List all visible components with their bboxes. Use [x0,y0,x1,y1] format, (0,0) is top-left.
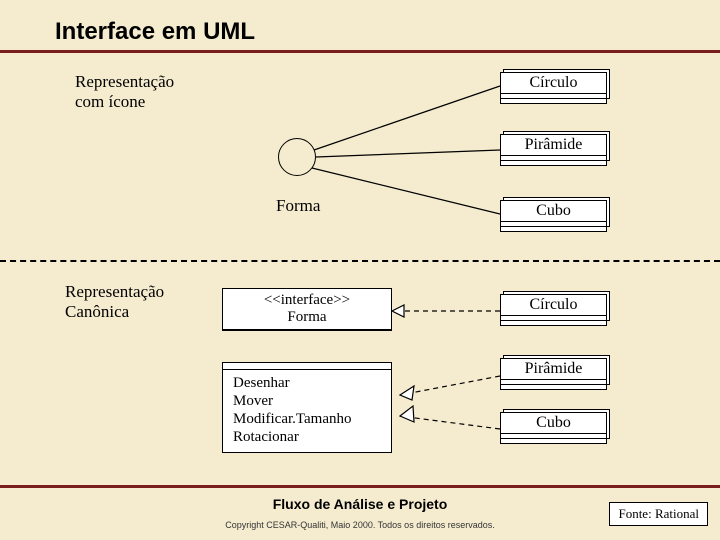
op-3: Rotacionar [233,428,381,446]
class-pyramid-top: Pirâmide [500,134,607,166]
page-title: Interface em UML [55,18,255,46]
op-1: Mover [233,392,381,410]
class-cube-bottom-label: Cubo [501,413,606,433]
rep-icon-l2: com ícone [75,92,145,111]
rep-canonical-label: Representação Canônica [65,282,164,322]
rep-icon-label: Representação com ícone [75,72,174,112]
class-circle-top-label: Círculo [501,73,606,93]
rep-can-l2: Canônica [65,302,129,321]
interface-header-box: <<interface>> Forma [222,288,392,331]
footer-source: Fonte: Rational [609,502,708,526]
forma-label: Forma [276,196,320,216]
interface-circle-icon [278,138,316,176]
dashed-divider [0,260,720,262]
class-circle-bottom: Círculo [500,294,607,326]
title-underline [0,50,720,53]
interface-ops-box: Desenhar Mover Modificar.Tamanho Rotacio… [222,362,392,453]
interface-name: Forma [287,309,326,325]
rep-can-l1: Representação [65,282,164,301]
op-0: Desenhar [233,374,381,392]
class-cube-top-label: Cubo [501,201,606,221]
class-circle-top: Círculo [500,72,607,104]
op-2: Modificar.Tamanho [233,410,381,428]
rep-icon-l1: Representação [75,72,174,91]
class-cube-top: Cubo [500,200,607,232]
footer-flow: Fluxo de Análise e Projeto [273,496,448,512]
class-cube-bottom: Cubo [500,412,607,444]
footer-copy: Copyright CESAR-Qualiti, Maio 2000. Todo… [225,520,494,530]
interface-stereotype: <<interface>> [264,292,350,308]
class-pyramid-bottom: Pirâmide [500,358,607,390]
class-pyramid-bottom-label: Pirâmide [501,359,606,379]
class-circle-bottom-label: Círculo [501,295,606,315]
class-pyramid-top-label: Pirâmide [501,135,606,155]
